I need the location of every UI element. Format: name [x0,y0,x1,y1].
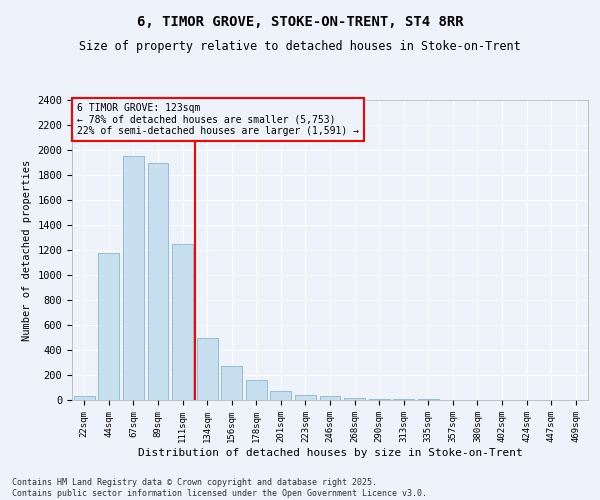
Text: 6 TIMOR GROVE: 123sqm
← 78% of detached houses are smaller (5,753)
22% of semi-d: 6 TIMOR GROVE: 123sqm ← 78% of detached … [77,103,359,136]
Bar [98,253,119,400]
Text: Contains HM Land Registry data © Crown copyright and database right 2025.
Contai: Contains HM Land Registry data © Crown c… [12,478,427,498]
Bar [123,156,144,400]
Y-axis label: Number of detached properties: Number of detached properties [22,160,32,340]
Bar [368,399,389,400]
Bar [295,395,316,400]
Bar [197,338,218,400]
Text: Size of property relative to detached houses in Stoke-on-Trent: Size of property relative to detached ho… [79,40,521,53]
Text: 6, TIMOR GROVE, STOKE-ON-TRENT, ST4 8RR: 6, TIMOR GROVE, STOKE-ON-TRENT, ST4 8RR [137,15,463,29]
Bar [320,396,340,400]
Bar [74,396,95,400]
Bar [271,390,292,400]
X-axis label: Distribution of detached houses by size in Stoke-on-Trent: Distribution of detached houses by size … [137,448,523,458]
Bar [172,244,193,400]
Bar [148,162,169,400]
Bar [246,380,267,400]
Bar [344,398,365,400]
Bar [221,366,242,400]
